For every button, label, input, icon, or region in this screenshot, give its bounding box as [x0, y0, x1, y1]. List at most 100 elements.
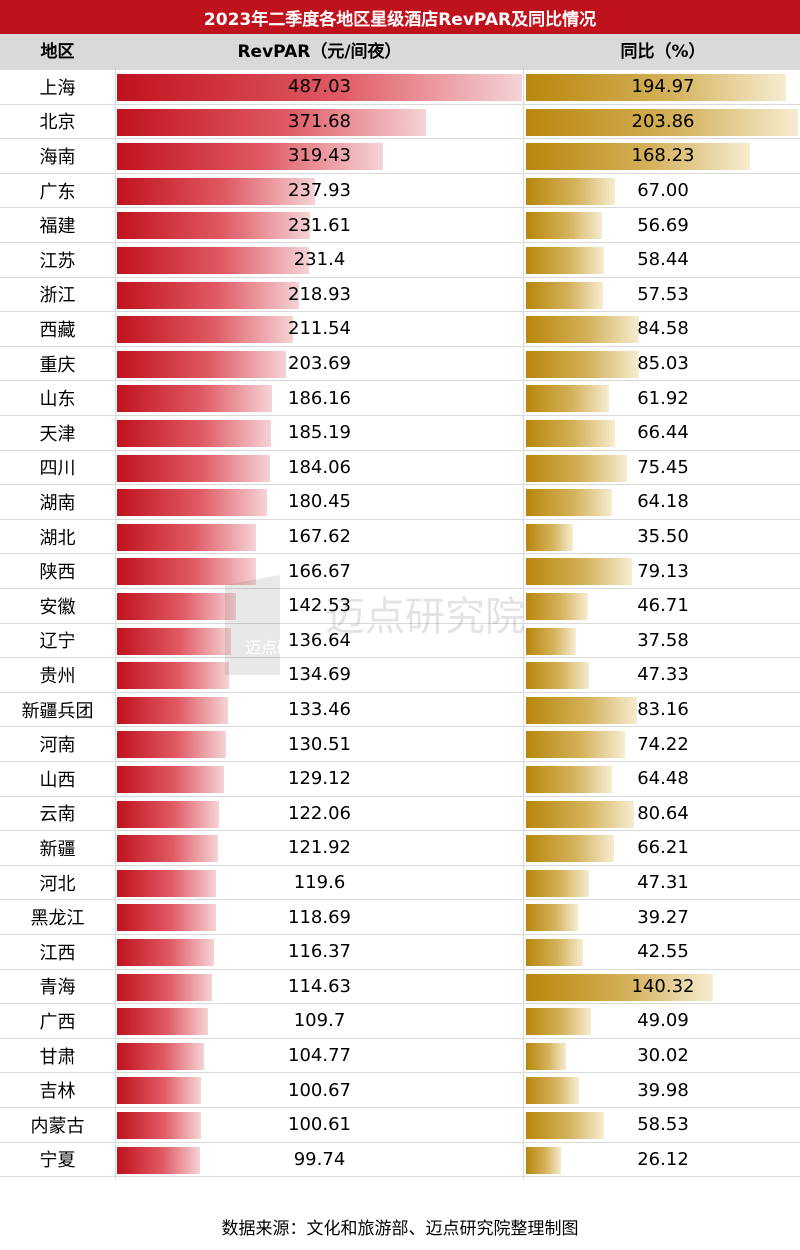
table-row: 吉林 100.67 39.98 — [0, 1073, 800, 1108]
table-row: 重庆 203.69 85.03 — [0, 347, 800, 382]
revpar-bar — [117, 558, 256, 586]
yoy-value: 42.55 — [637, 941, 689, 963]
revpar-value: 319.43 — [288, 145, 351, 167]
region-label: 安徽 — [39, 596, 76, 618]
revpar-bar — [117, 627, 231, 655]
revpar-value: 371.68 — [288, 110, 351, 132]
revpar-value: 133.46 — [288, 699, 351, 721]
table-row: 天津 185.19 66.44 — [0, 416, 800, 451]
yoy-value: 168.23 — [631, 145, 695, 167]
revpar-bar — [117, 212, 310, 240]
header-revpar: RevPAR（元/间夜） — [237, 42, 402, 62]
table-row: 上海 487.03 194.97 — [0, 70, 800, 105]
yoy-bar — [526, 593, 589, 620]
region-label: 黑龙江 — [30, 908, 85, 930]
revpar-value: 104.77 — [288, 1045, 351, 1067]
yoy-bar — [526, 869, 590, 897]
data-source: 数据来源：文化和旅游部、迈点研究院整理制图 — [221, 1219, 579, 1239]
region-label: 四川 — [39, 458, 76, 480]
revpar-bar — [117, 1042, 205, 1070]
revpar-bar — [117, 1008, 209, 1036]
yoy-bar — [526, 143, 751, 171]
revpar-value: 231.61 — [288, 214, 351, 236]
region-label: 广东 — [39, 181, 76, 203]
yoy-bar — [526, 558, 632, 586]
region-label: 重庆 — [39, 354, 76, 376]
yoy-value: 80.64 — [637, 802, 689, 824]
table-row: 甘肃 104.77 30.02 — [0, 1039, 800, 1074]
region-label: 新疆兵团 — [21, 700, 94, 722]
region-label: 浙江 — [39, 285, 76, 307]
table-row: 辽宁 136.64 37.58 — [0, 624, 800, 659]
column-divider — [523, 34, 524, 1180]
yoy-value: 57.53 — [637, 283, 689, 305]
region-label: 海南 — [39, 146, 76, 168]
table-row: 新疆 121.92 66.21 — [0, 831, 800, 866]
table-row: 陕西 166.67 79.13 — [0, 554, 800, 589]
yoy-bar — [526, 939, 583, 966]
yoy-bar — [526, 835, 615, 863]
yoy-value: 84.58 — [637, 318, 689, 340]
yoy-bar — [526, 281, 603, 309]
revpar-bar — [117, 316, 293, 344]
revpar-bar — [117, 593, 236, 620]
revpar-value: 118.69 — [288, 906, 351, 928]
yoy-bar — [526, 350, 640, 378]
region-label: 河南 — [39, 735, 76, 757]
yoy-value: 58.44 — [637, 249, 689, 271]
revpar-value: 121.92 — [288, 837, 351, 859]
yoy-bar — [526, 1042, 567, 1070]
revpar-bar — [117, 420, 271, 447]
yoy-value: 39.27 — [637, 906, 689, 928]
revpar-bar — [117, 869, 217, 897]
header-region: 地区 — [40, 42, 75, 62]
yoy-value: 30.02 — [637, 1045, 689, 1067]
revpar-bar — [117, 731, 226, 759]
yoy-bar — [526, 627, 577, 655]
yoy-bar — [526, 662, 590, 690]
table-row: 西藏 211.54 84.58 — [0, 312, 800, 347]
yoy-value: 194.97 — [631, 76, 695, 98]
revpar-bar — [117, 74, 522, 101]
region-label: 陕西 — [39, 562, 76, 584]
yoy-value: 39.98 — [637, 1079, 689, 1101]
revpar-value: 119.6 — [293, 872, 346, 894]
yoy-bar — [526, 454, 627, 482]
revpar-bar — [117, 1077, 201, 1105]
yoy-bar — [526, 523, 574, 551]
table-row: 湖北 167.62 35.50 — [0, 520, 800, 555]
revpar-value: 136.64 — [288, 629, 351, 651]
revpar-value: 130.51 — [288, 733, 351, 755]
yoy-bar — [526, 904, 579, 932]
region-label: 辽宁 — [39, 631, 76, 653]
revpar-value: 100.61 — [288, 1114, 351, 1136]
region-label: 内蒙古 — [30, 1115, 85, 1137]
revpar-bar — [117, 281, 300, 309]
table-row: 云南 122.06 80.64 — [0, 797, 800, 832]
yoy-bar — [526, 212, 602, 240]
revpar-bar — [117, 662, 229, 690]
region-label: 山西 — [39, 769, 76, 791]
yoy-value: 203.86 — [631, 110, 695, 132]
table-row: 河南 130.51 74.22 — [0, 727, 800, 762]
yoy-value: 37.58 — [637, 629, 689, 651]
yoy-bar — [526, 489, 612, 517]
yoy-value: 74.22 — [637, 733, 689, 755]
region-label: 广西 — [39, 1011, 76, 1033]
yoy-value: 85.03 — [637, 353, 689, 375]
yoy-value: 64.18 — [637, 491, 689, 513]
revpar-value: 211.54 — [288, 318, 351, 340]
table-row: 山东 186.16 61.92 — [0, 381, 800, 416]
revpar-bar — [117, 939, 214, 966]
revpar-value: 237.93 — [288, 180, 351, 202]
table-row: 山西 129.12 64.48 — [0, 762, 800, 797]
table-row: 安徽 142.53 46.71 — [0, 589, 800, 624]
yoy-bar — [526, 316, 639, 344]
table-row: 江苏 231.4 58.44 — [0, 243, 800, 278]
revpar-value: 203.69 — [288, 353, 351, 375]
region-label: 江苏 — [39, 250, 76, 272]
revpar-value: 167.62 — [288, 526, 351, 548]
revpar-value: 129.12 — [288, 768, 351, 790]
yoy-value: 83.16 — [637, 699, 689, 721]
table-row: 江西 116.37 42.55 — [0, 935, 800, 970]
